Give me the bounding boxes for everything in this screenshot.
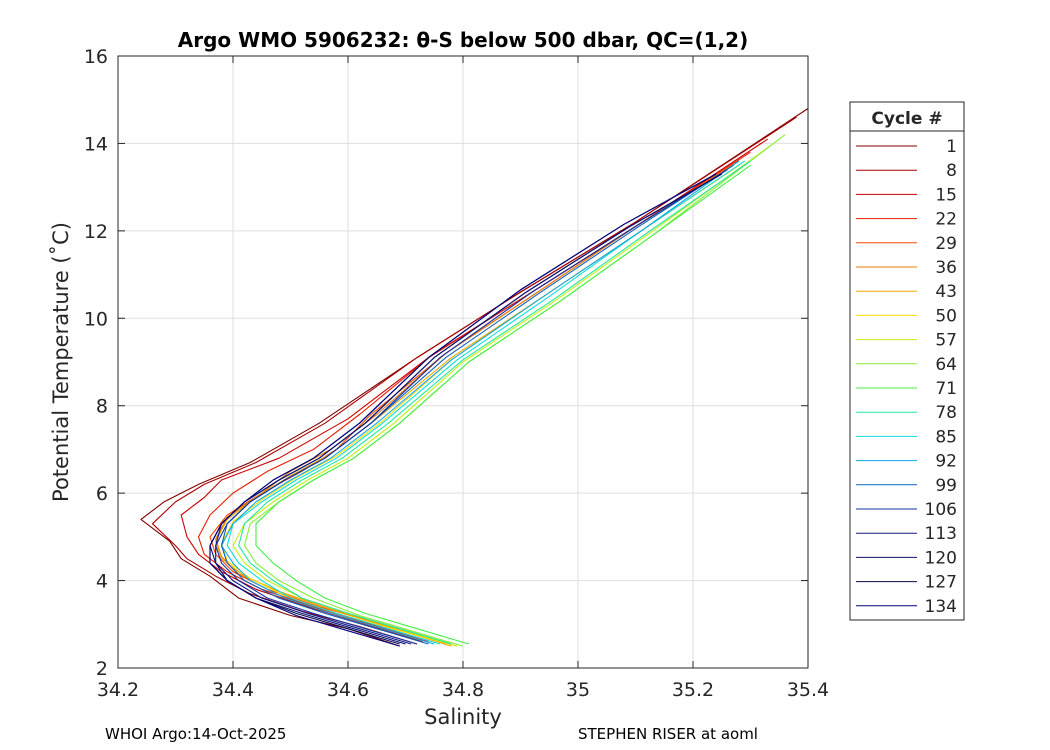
series-line-cycle-134 <box>209 173 717 647</box>
legend-entry-label: 15 <box>935 185 957 205</box>
x-tick-label: 34.8 <box>442 679 484 701</box>
y-tick-label: 4 <box>96 571 108 593</box>
legend-entries: 1 8 15 22 29 36 43 50 57 64 71 78 85 92 99 106 113 120 127… <box>856 137 957 617</box>
legend-entry-label: 113 <box>925 524 957 544</box>
x-tick-label: 34.2 <box>97 679 139 701</box>
y-tick-label: 8 <box>96 396 108 418</box>
legend-title: Cycle # <box>871 109 942 129</box>
plot-area: 34.2 34.4 34.6 34.8 35 35.2 35.4 2 4 6 8 10 12 14 16 <box>84 46 829 701</box>
legend-entry-label: 92 <box>935 452 957 472</box>
y-tick-label: 14 <box>84 133 108 155</box>
legend-entry-label: 120 <box>925 548 957 568</box>
series-line-cycle-71 <box>255 164 751 645</box>
footer-attribution: STEPHEN RISER at aoml <box>578 725 758 743</box>
legend-entry-label: 50 <box>935 306 957 326</box>
y-tick-label: 12 <box>84 221 108 243</box>
legend-entry-label: 36 <box>935 258 957 278</box>
legend-entry-label: 64 <box>935 355 957 375</box>
legend: Cycle # 18152229364350576471788592991061… <box>849 101 965 621</box>
series-line-cycle-106 <box>215 169 728 645</box>
legend-entry-label: 71 <box>935 379 957 399</box>
legend-entry-label: 57 <box>935 331 957 351</box>
y-tick-label: 6 <box>96 483 108 505</box>
x-tick-label: 35.2 <box>672 679 714 701</box>
y-tick-label: 10 <box>84 308 108 330</box>
x-tick-label: 34.6 <box>327 679 369 701</box>
y-axis-label: Potential Temperature (˚C) <box>49 222 73 502</box>
legend-entry-label: 8 <box>946 161 957 181</box>
legend-entry-label: 78 <box>935 403 957 423</box>
y-tick-label: 16 <box>84 46 108 68</box>
legend-entry-label: 22 <box>935 210 957 230</box>
legend-entry-label: 134 <box>925 597 957 617</box>
x-tick-label: 34.4 <box>212 679 254 701</box>
series-line-cycle-43 <box>215 164 740 647</box>
legend-entry-label: 99 <box>935 476 957 496</box>
legend-entry-label: 1 <box>946 137 957 157</box>
x-tick-label: 35 <box>566 679 590 701</box>
y-tick-label: 2 <box>96 658 108 680</box>
series-group <box>140 108 809 647</box>
series-line-cycle-85 <box>226 160 746 645</box>
x-axis-label: Salinity <box>424 705 502 729</box>
legend-entry-label: 85 <box>935 427 957 447</box>
chart-title: Argo WMO 5906232: θ-S below 500 dbar, QC… <box>178 28 748 52</box>
legend-entry-label: 43 <box>935 282 957 302</box>
legend-entry-label: 106 <box>925 500 957 520</box>
footer-credit: WHOI Argo:14-Oct-2025 <box>105 725 287 743</box>
x-tick-label: 35.4 <box>787 679 829 701</box>
series-line-cycle-92 <box>220 160 740 645</box>
legend-entry-label: 29 <box>935 234 957 254</box>
legend-entry-label: 127 <box>925 573 957 593</box>
axis-ticks: 34.2 34.4 34.6 34.8 35 35.2 35.4 2 4 6 8 10 12 14 16 <box>84 46 829 701</box>
series-line-cycle-78 <box>238 160 751 645</box>
